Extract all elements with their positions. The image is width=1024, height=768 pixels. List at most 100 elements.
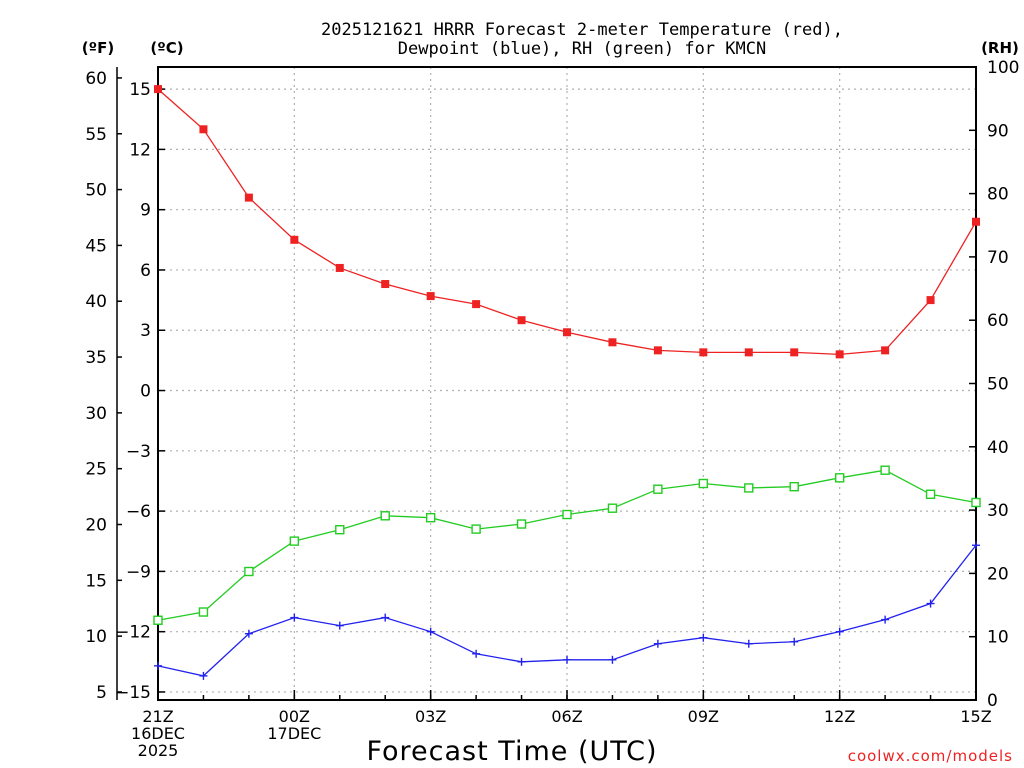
fahrenheit-tick-label: 15 [85, 571, 107, 591]
celsius-tick-label: 15 [129, 80, 151, 100]
fahrenheit-tick-label: 45 [85, 236, 107, 256]
celsius-tick-label: −3 [126, 442, 151, 462]
fahrenheit-tick-label: 10 [85, 627, 107, 647]
data-point [335, 525, 345, 535]
data-point [562, 509, 572, 520]
celsius-unit-label: (ºC) [150, 39, 183, 57]
celsius-tick-label: 3 [140, 321, 151, 341]
data-point [972, 541, 980, 550]
rh-tick-label: 60 [987, 311, 1009, 331]
data-point [472, 300, 481, 309]
data-point [653, 484, 663, 494]
data-point [335, 621, 344, 630]
rh-unit-label: (RH) [981, 39, 1019, 57]
rh-tick-label: 70 [987, 248, 1009, 268]
data-point [608, 655, 617, 664]
data-point [881, 346, 890, 355]
data-point [290, 235, 299, 244]
fahrenheit-tick-label: 55 [85, 125, 107, 145]
data-point [971, 497, 981, 508]
series-dewpoint [154, 541, 980, 680]
x-tick-label: 21Z [142, 707, 173, 726]
data-point [608, 338, 617, 347]
celsius-tick-label: 6 [140, 261, 151, 281]
data-point [653, 346, 662, 355]
rh-tick-label: 30 [987, 501, 1009, 521]
data-point [426, 627, 435, 636]
x-tick-label: 09Z [688, 707, 719, 726]
data-point [881, 615, 890, 624]
rh-tick-label: 0 [987, 691, 998, 711]
x-tick-label: 06Z [551, 707, 582, 726]
data-point [381, 280, 390, 289]
rh-tick-label: 90 [987, 121, 1009, 141]
celsius-tick-label: −6 [126, 502, 151, 522]
data-point [244, 566, 254, 577]
x-tick-label: 17DEC [267, 724, 321, 743]
data-point [517, 657, 526, 666]
data-point [471, 524, 481, 534]
labels: 2025121621 HRRR Forecast 2-meter Tempera… [82, 20, 1020, 767]
data-point [290, 613, 299, 622]
fahrenheit-tick-label: 60 [85, 69, 107, 89]
fahrenheit-tick-label: 50 [85, 181, 107, 201]
data-point [880, 465, 890, 475]
fahrenheit-tick-label: 25 [85, 460, 107, 480]
data-point [563, 655, 571, 664]
data-point [744, 348, 753, 357]
fahrenheit-unit-label: (ºF) [82, 39, 114, 57]
data-point [744, 483, 754, 493]
x-tick-label: 2025 [138, 741, 179, 760]
data-point [154, 661, 162, 670]
celsius-tick-label: 9 [140, 201, 151, 221]
x-tick-label: 12Z [824, 707, 855, 726]
celsius-tick-label: −9 [126, 562, 151, 582]
series [153, 85, 981, 680]
rh-tick-label: 50 [987, 375, 1009, 395]
x-tick-label: 16DEC [131, 724, 185, 743]
grid [158, 67, 976, 700]
data-point [425, 512, 436, 523]
data-point [516, 519, 527, 529]
data-point [925, 489, 936, 499]
data-point [289, 536, 300, 546]
data-point [199, 671, 208, 680]
series-2-meter-temperature [154, 85, 980, 359]
series-relative-humidity [153, 465, 981, 625]
celsius-tick-label: 0 [140, 382, 151, 402]
celsius-tick-label: 12 [129, 140, 151, 160]
x-tick-label: 15Z [960, 707, 991, 726]
data-point [744, 639, 753, 648]
data-point [835, 350, 844, 359]
x-tick-label: 00Z [279, 707, 310, 726]
series-line [157, 469, 977, 621]
chart-title-line1: 2025121621 HRRR Forecast 2-meter Tempera… [321, 20, 843, 40]
data-point [789, 481, 799, 492]
fahrenheit-tick-label: 40 [85, 292, 107, 312]
data-point [563, 328, 571, 337]
data-point [335, 263, 344, 272]
fahrenheit-tick-label: 30 [85, 404, 107, 424]
data-point [380, 511, 390, 521]
data-point [244, 629, 253, 638]
rh-tick-label: 100 [987, 58, 1019, 78]
rh-tick-label: 80 [987, 185, 1009, 205]
celsius-tick-label: −12 [115, 623, 151, 643]
data-point [517, 316, 526, 325]
rh-tick-label: 40 [987, 438, 1009, 458]
data-point [154, 85, 162, 94]
data-point [607, 503, 618, 513]
rh-tick-label: 10 [987, 628, 1009, 648]
data-point [381, 613, 390, 622]
data-point [926, 296, 935, 305]
x-tick-label: 03Z [415, 707, 446, 726]
data-point [426, 292, 435, 301]
axes [116, 66, 977, 701]
data-point [199, 125, 208, 134]
data-point [698, 478, 709, 489]
data-point [926, 599, 935, 608]
data-point [699, 633, 708, 642]
plot-frame [157, 66, 977, 701]
